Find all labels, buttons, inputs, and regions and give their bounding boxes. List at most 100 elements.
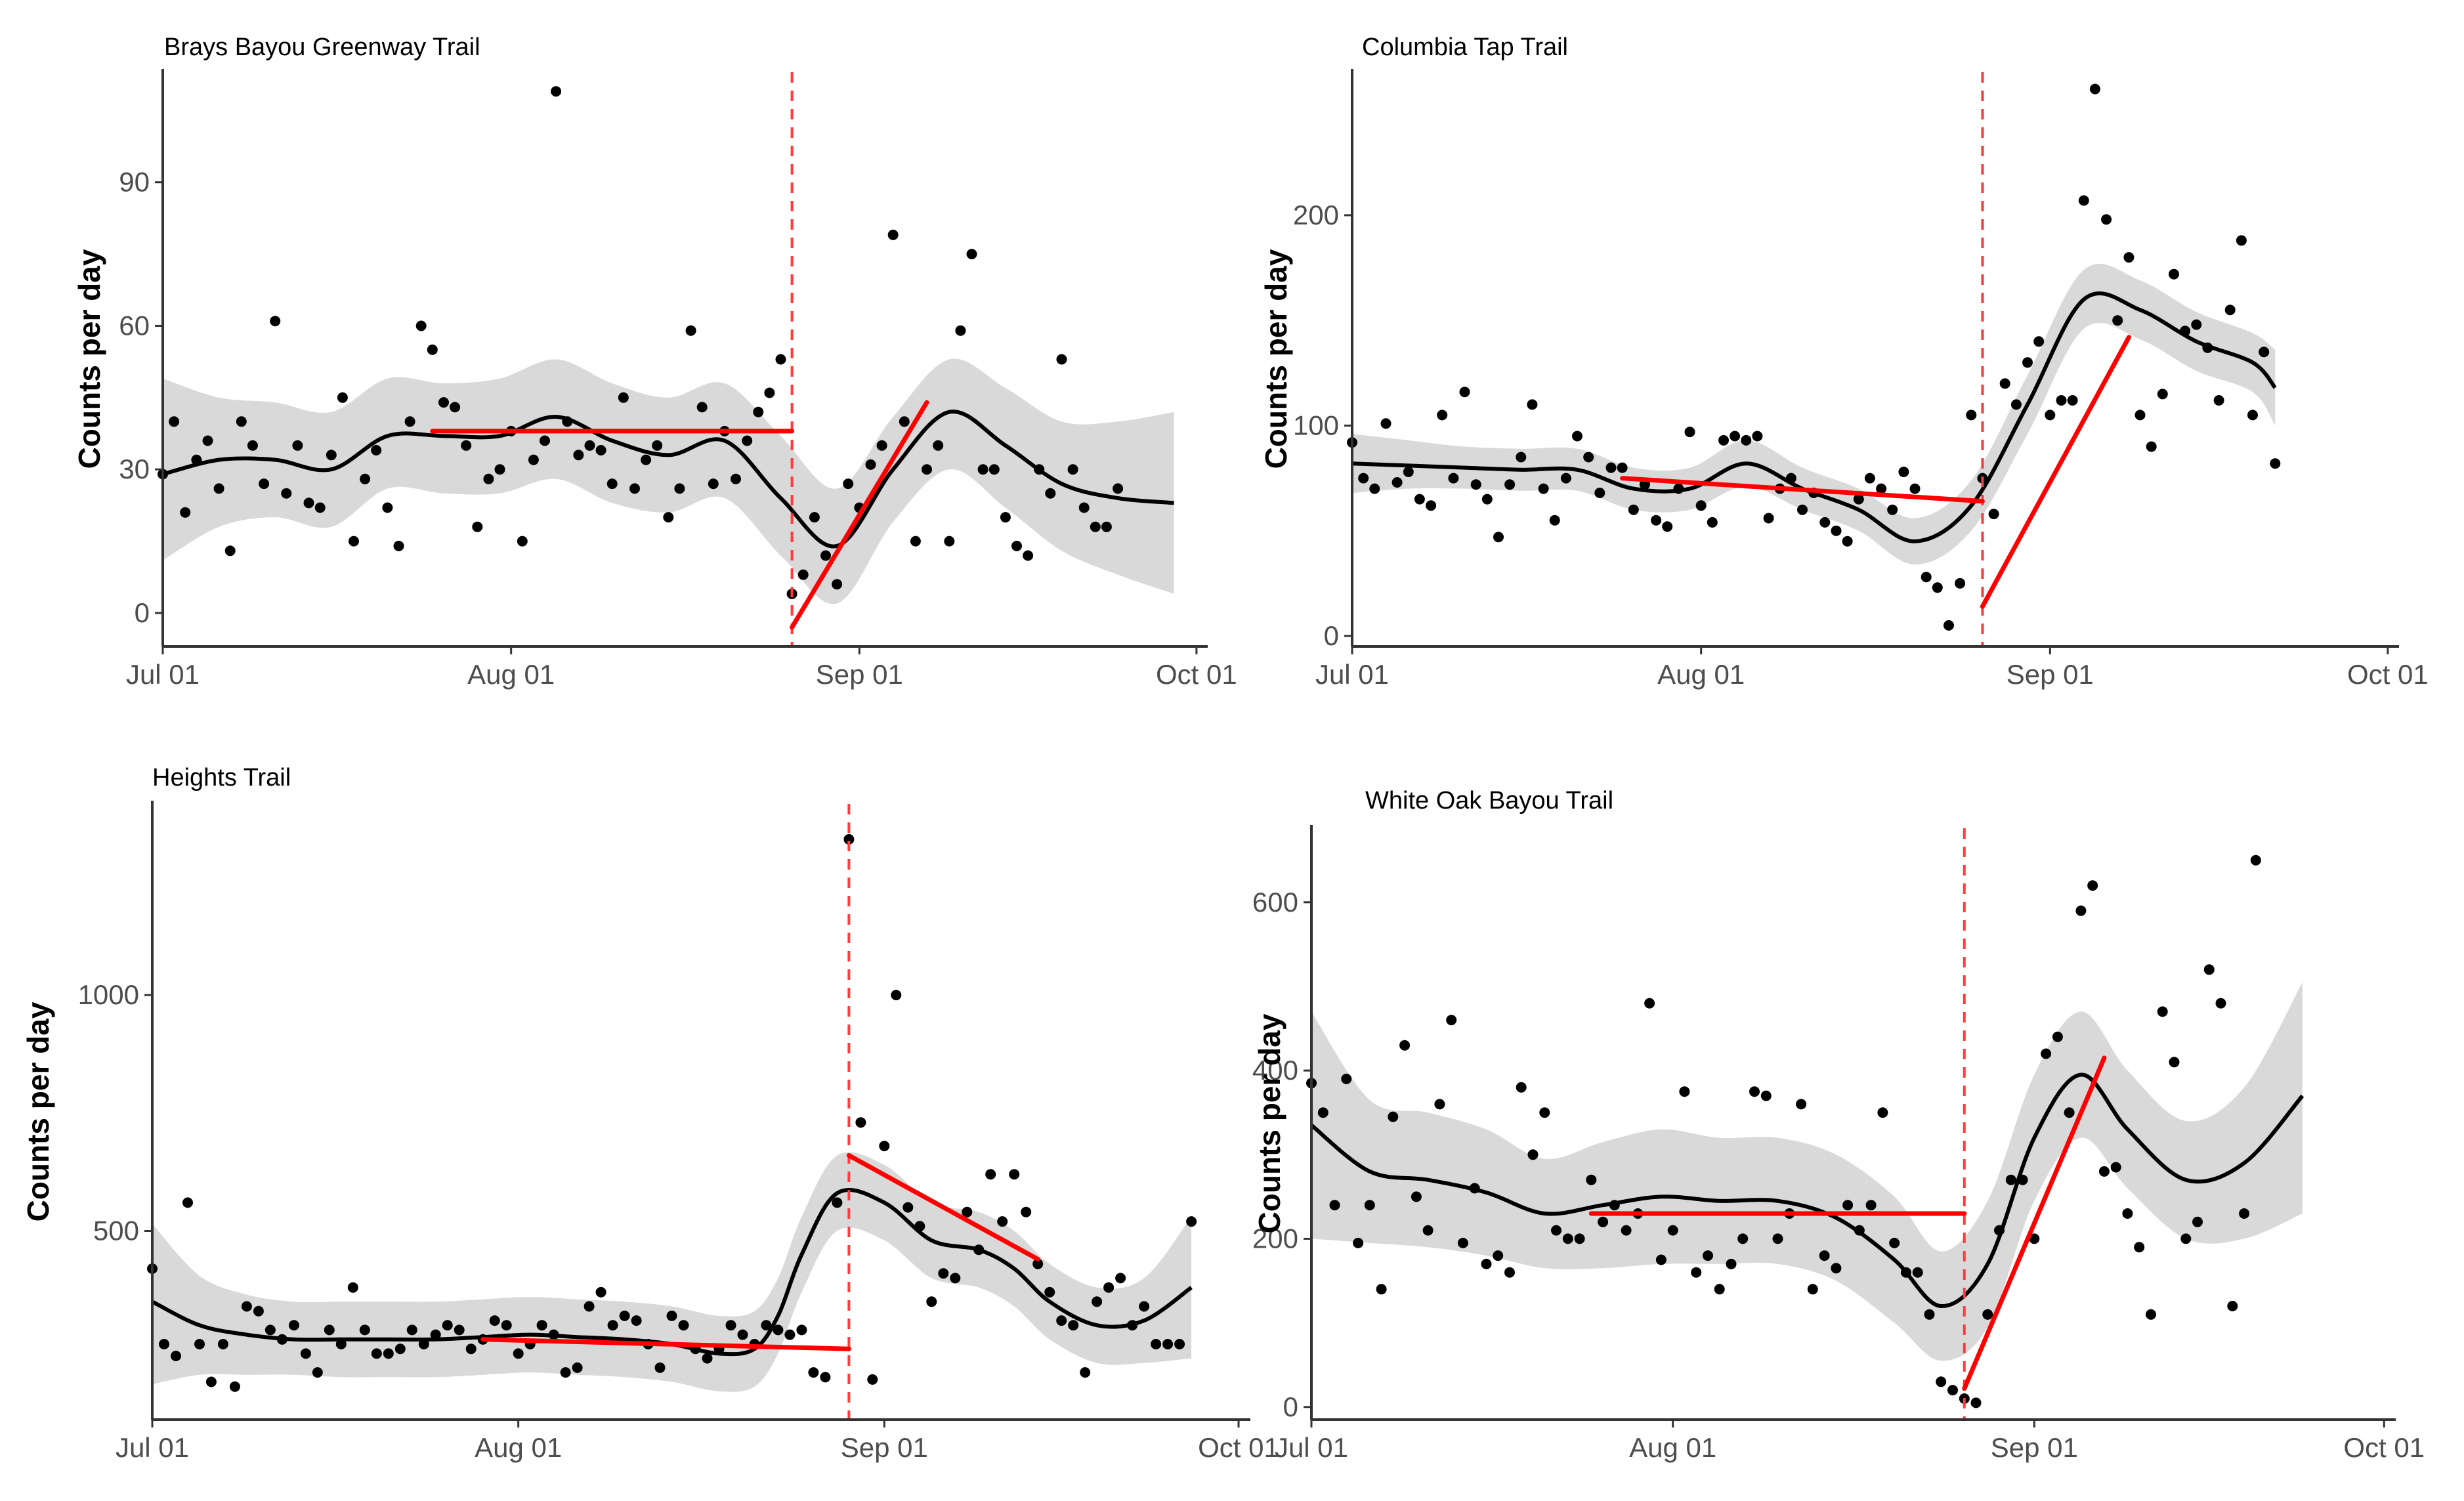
data-point <box>472 521 483 532</box>
data-point <box>347 1282 358 1293</box>
data-point <box>1598 1216 1609 1227</box>
data-point <box>2022 357 2033 368</box>
data-point <box>702 1353 713 1364</box>
data-point <box>1898 467 1909 477</box>
data-point <box>1162 1339 1174 1349</box>
data-point <box>303 497 314 509</box>
data-point <box>2098 1166 2110 1177</box>
data-point <box>1714 1284 1725 1295</box>
data-point <box>1317 1107 1328 1118</box>
data-point <box>241 1301 252 1312</box>
y-axis-label: Counts per day <box>21 1002 55 1221</box>
data-point <box>1009 1169 1020 1180</box>
data-point <box>1516 1082 1527 1093</box>
panel-title: White Oak Bayou Trail <box>1365 787 1613 814</box>
data-point <box>1411 1191 1422 1202</box>
data-point <box>737 1329 748 1340</box>
data-point <box>1551 1225 1561 1236</box>
panel-title: Heights Trail <box>152 764 291 792</box>
data-point <box>1376 1284 1387 1295</box>
panel-3: 500 1000 Jul 01 Aug 01 Sep 01 Oct 01 Heights T… <box>21 764 1279 1463</box>
data-point <box>887 229 899 240</box>
panel-1: 0 30 60 90 Jul 01 Aug 01 Sep 01 Oct 01 Brays Bay… <box>72 33 1237 690</box>
data-point <box>236 416 247 427</box>
data-point <box>1924 1309 1935 1320</box>
x-tick-label: Aug 01 <box>467 659 555 690</box>
data-point <box>1527 1149 1539 1160</box>
data-point <box>1341 1073 1352 1084</box>
data-point <box>292 440 303 451</box>
data-point <box>784 1329 796 1340</box>
data-point <box>663 512 674 523</box>
data-point <box>536 1320 547 1331</box>
data-point <box>1068 1320 1079 1331</box>
data-point <box>1796 1099 1807 1110</box>
data-point <box>1819 1250 1830 1261</box>
data-point <box>528 454 539 465</box>
panel-title: Columbia Tap Trail <box>1362 33 1568 61</box>
data-point <box>2112 315 2123 326</box>
data-point <box>1516 452 1527 463</box>
data-point <box>205 1376 217 1387</box>
data-point <box>1594 488 1605 498</box>
data-point <box>2180 1233 2192 1244</box>
y-tick-label: 1000 <box>78 979 139 1010</box>
data-point <box>2146 441 2157 452</box>
data-point <box>259 478 270 490</box>
data-point <box>910 536 921 547</box>
data-point <box>820 1372 831 1383</box>
data-point <box>1549 515 1560 526</box>
data-point <box>438 397 449 408</box>
data-point <box>2078 195 2089 206</box>
data-point <box>2135 410 2146 421</box>
data-point <box>773 1324 784 1336</box>
data-point <box>1651 515 1662 526</box>
data-point <box>312 1367 323 1378</box>
data-point <box>1586 1174 1597 1185</box>
data-point <box>1103 1282 1115 1293</box>
data-point <box>572 1362 583 1373</box>
data-point <box>2250 855 2261 866</box>
data-point <box>1760 1090 1772 1101</box>
data-point <box>2169 268 2179 280</box>
data-point <box>962 1206 973 1217</box>
data-point <box>832 1197 843 1208</box>
data-point <box>631 1315 642 1326</box>
data-point <box>1695 500 1707 511</box>
data-point <box>1358 473 1369 484</box>
data-point <box>2146 1309 2156 1320</box>
data-point <box>764 387 775 398</box>
data-point <box>1621 1225 1632 1236</box>
data-point <box>406 1324 417 1336</box>
data-point <box>404 416 415 427</box>
data-point <box>731 473 741 484</box>
data-point <box>2052 1031 2063 1042</box>
data-point <box>314 502 326 513</box>
data-point <box>678 1320 689 1331</box>
data-point <box>2110 1162 2121 1173</box>
data-point <box>1797 504 1808 515</box>
data-point <box>1151 1339 1162 1349</box>
data-point <box>394 1343 406 1355</box>
data-point <box>1877 1107 1888 1118</box>
data-point <box>1741 434 1752 446</box>
confidence-band <box>163 358 1174 604</box>
data-point <box>2239 1208 2250 1219</box>
data-point <box>1912 1267 1923 1278</box>
data-point <box>1887 504 1898 515</box>
data-point <box>1399 1040 1411 1051</box>
data-point <box>1572 431 1582 442</box>
data-point <box>2191 319 2202 330</box>
data-point <box>159 1339 169 1349</box>
data-point <box>224 545 236 557</box>
data-point <box>2101 214 2112 225</box>
data-point <box>1023 550 1034 561</box>
data-point <box>775 354 786 365</box>
data-point <box>171 1351 181 1361</box>
data-point <box>450 402 461 413</box>
data-point <box>865 459 876 470</box>
data-point <box>629 483 640 494</box>
data-point <box>229 1381 240 1392</box>
data-point <box>1434 1099 1445 1110</box>
data-point <box>938 1268 949 1279</box>
